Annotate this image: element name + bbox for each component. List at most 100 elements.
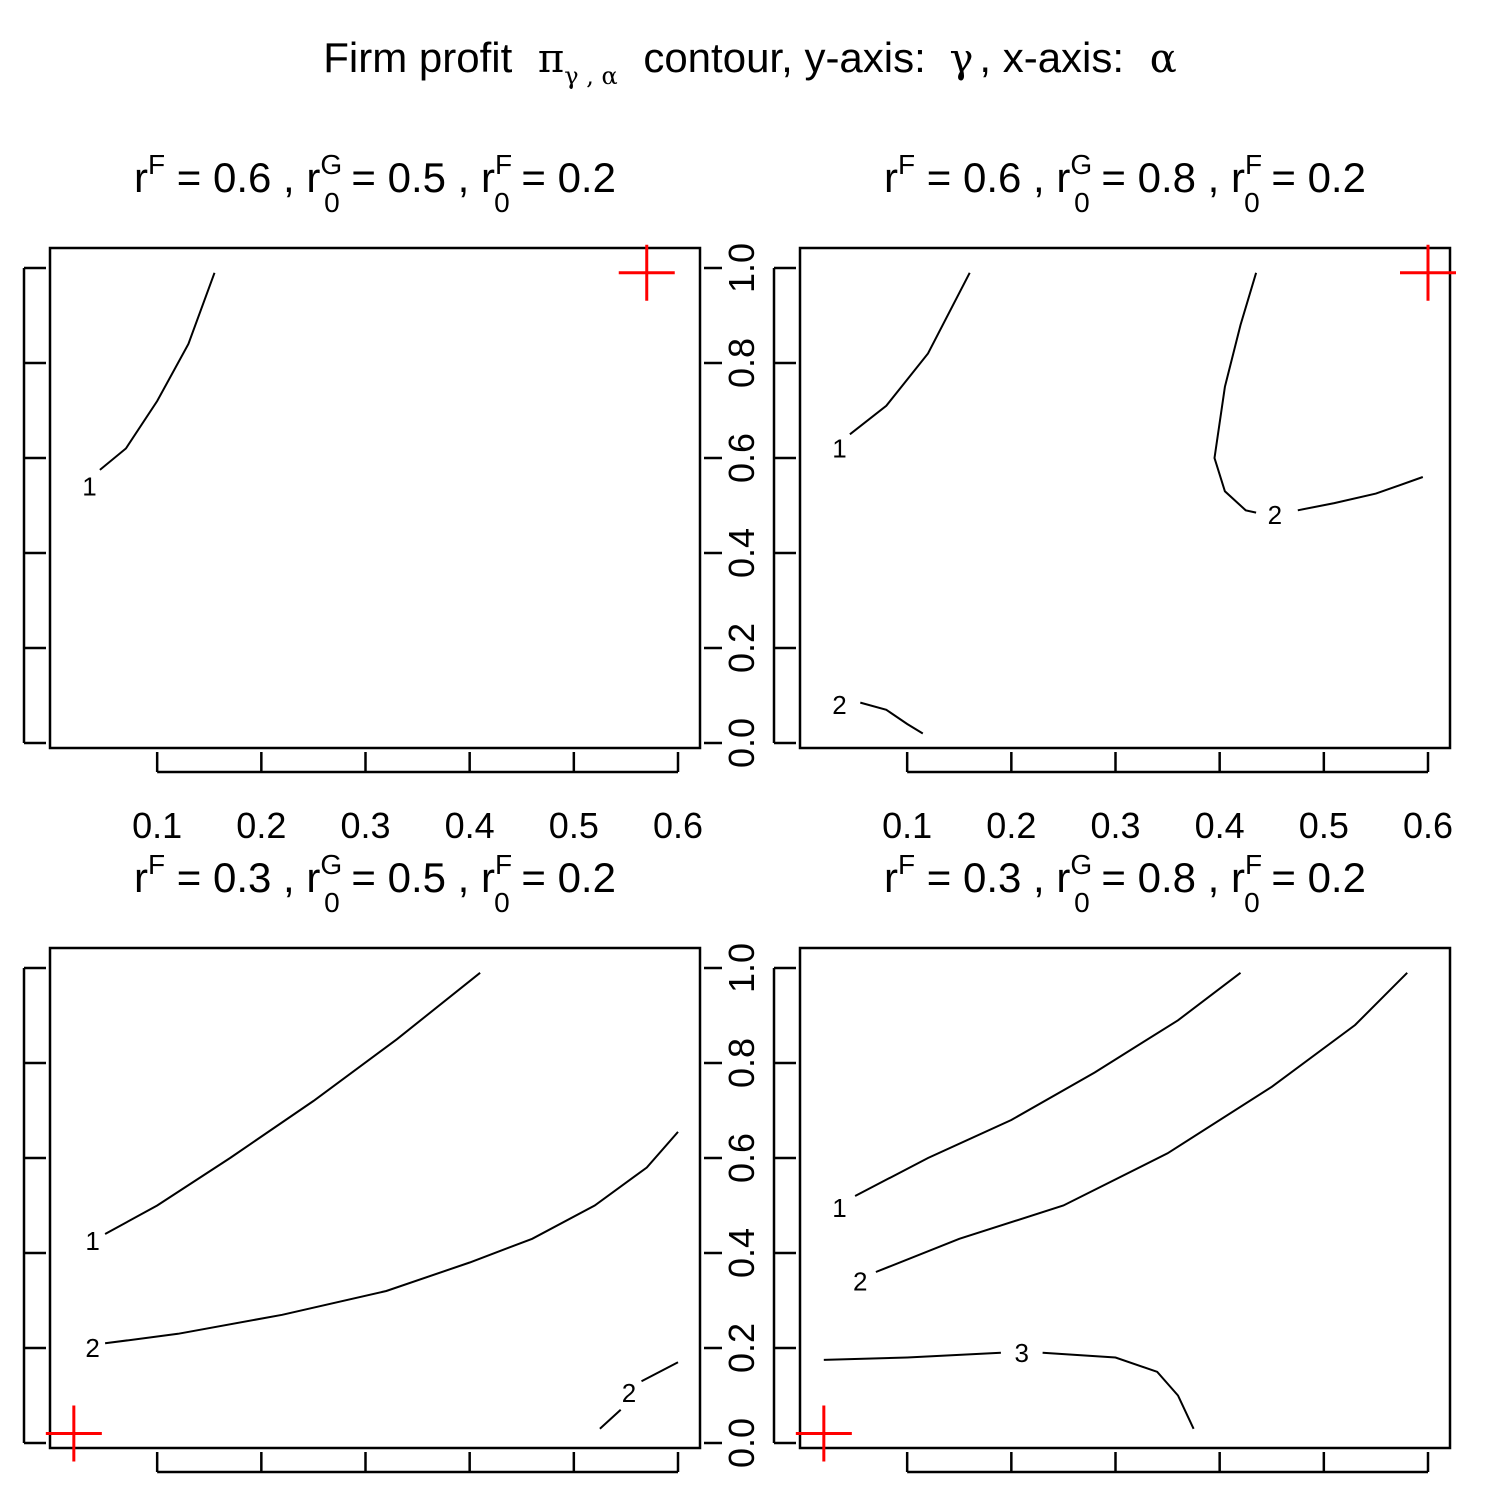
panel-title: rF = 0.6 , rG 0 = 0.8 , rF 0 = 0.2 [884,149,1366,218]
title-value: = 0.8 , [1090,154,1231,201]
panel-title: rF = 0.6 , rG 0 = 0.5 , rF 0 = 0.2 [134,149,616,218]
x-tick-label: 0.4 [1195,805,1245,846]
contour-line [860,701,924,735]
title-value: = 0.3 , [165,854,306,901]
title-subscript: 0 [494,187,510,218]
plot-frame [798,946,1452,1450]
optimum-marker [1400,244,1456,301]
title-superscript: F [148,149,165,180]
main-title-prefix: Firm profit [323,34,512,81]
y-tick-label: 0.4 [721,1228,762,1278]
title-superscript: F [1245,849,1262,880]
title-subscript: 0 [494,887,510,918]
x-tick-label: 0.2 [986,805,1036,846]
x-tick-label: 0.5 [549,805,599,846]
x-tick-label: 0.5 [1299,805,1349,846]
title-subscript: 0 [1074,187,1090,218]
contour-panel-1: rF = 0.6 , rG 0 = 0.5 , rF 0 = 0.20.1 0.2 0.… [22,149,762,846]
title-superscript: G [320,149,342,180]
contour-line [599,1409,622,1430]
contour-label: 1 [85,1226,99,1256]
contour-panel-2: rF = 0.6 , rG 0 = 0.8 , rF 0 = 0.20.1 0.2 0.… [772,149,1456,846]
x-tick-label: 0.1 [882,805,932,846]
x-tick-label: 0.6 [653,805,703,846]
title-subscript: 0 [1244,187,1260,218]
contour-line [854,972,1242,1197]
y-tick-label: 0.8 [721,338,762,388]
x-tick-label: 0.2 [236,805,286,846]
y-tick-label: 1.0 [721,943,762,993]
title-symbol: r [884,154,898,201]
title-superscript: G [1070,149,1092,180]
title-superscript: F [148,849,165,880]
optimum-marker [795,1405,852,1462]
title-value: = 0.2 [510,154,616,201]
x-tick-label: 0.3 [1090,805,1140,846]
title-value: = 0.6 , [915,154,1056,201]
plot-frame [48,246,702,750]
contour-label: 2 [622,1378,636,1408]
title-superscript: G [1070,849,1092,880]
contour-line [641,1361,679,1383]
x-tick-label: 0.1 [132,805,182,846]
contour-line [849,272,971,436]
title-symbol: r [306,154,320,201]
contour-label: 2 [832,690,846,720]
y-tick-label: 0.4 [721,528,762,578]
contour-label: 1 [82,472,96,502]
title-symbol: r [1231,854,1245,901]
plot-frame [798,246,1452,750]
contour-line [104,1131,679,1345]
title-symbol: r [134,854,148,901]
x-tick-label: 0.6 [1403,805,1453,846]
contour-line [875,972,1408,1273]
title-value: = 0.6 , [165,154,306,201]
optimum-marker [618,244,675,301]
contour-line [1297,476,1424,512]
title-subscript: 0 [1244,887,1260,918]
alpha-symbol: α [1150,36,1177,82]
contour-line [99,272,216,471]
title-subscript: 0 [324,887,340,918]
title-superscript: F [1245,149,1262,180]
y-tick-label: 0.6 [721,1133,762,1183]
title-symbol: r [1231,154,1245,201]
x-tick-label: 0.3 [340,805,390,846]
title-superscript: F [495,149,512,180]
panel-title: rF = 0.3 , rG 0 = 0.5 , rF 0 = 0.2 [134,849,616,918]
title-value: = 0.2 [1260,854,1366,901]
title-subscript: 0 [1074,887,1090,918]
title-value: = 0.2 [1260,154,1366,201]
title-superscript: G [320,849,342,880]
title-symbol: r [134,154,148,201]
title-value: = 0.2 [510,854,616,901]
title-value: = 0.5 , [340,854,481,901]
contour-line [104,972,481,1235]
contour-line [1042,1351,1195,1430]
title-subscript: 0 [324,187,340,218]
optimum-marker [45,1405,102,1462]
title-value: = 0.8 , [1090,854,1231,901]
gamma-symbol: γ [949,36,973,82]
contour-label: 2 [853,1267,867,1297]
contour-label: 1 [832,434,846,464]
title-value: = 0.3 , [915,854,1056,901]
title-superscript: F [898,849,915,880]
y-tick-label: 0.8 [721,1038,762,1088]
contour-label: 1 [832,1193,846,1223]
plot-frame [48,946,702,1450]
main-title-x-part: , x-axis: [979,34,1124,81]
title-superscript: F [495,849,512,880]
main-title: Firm profit πγ , α contour, y-axis: γ, x… [323,34,1177,93]
y-tick-label: 0.0 [721,1418,762,1468]
title-value: = 0.5 , [340,154,481,201]
pi-symbol: π [538,36,564,82]
title-symbol: r [306,854,320,901]
contour-label: 2 [1268,500,1282,530]
contour-label: 3 [1015,1338,1029,1368]
panel-title: rF = 0.3 , rG 0 = 0.8 , rF 0 = 0.2 [884,849,1366,918]
contour-line [823,1351,1001,1361]
main-title-middle: contour, y-axis: [643,34,925,81]
contour-panel-3: rF = 0.3 , rG 0 = 0.5 , rF 0 = 0.20.00.20.… [22,849,762,1474]
